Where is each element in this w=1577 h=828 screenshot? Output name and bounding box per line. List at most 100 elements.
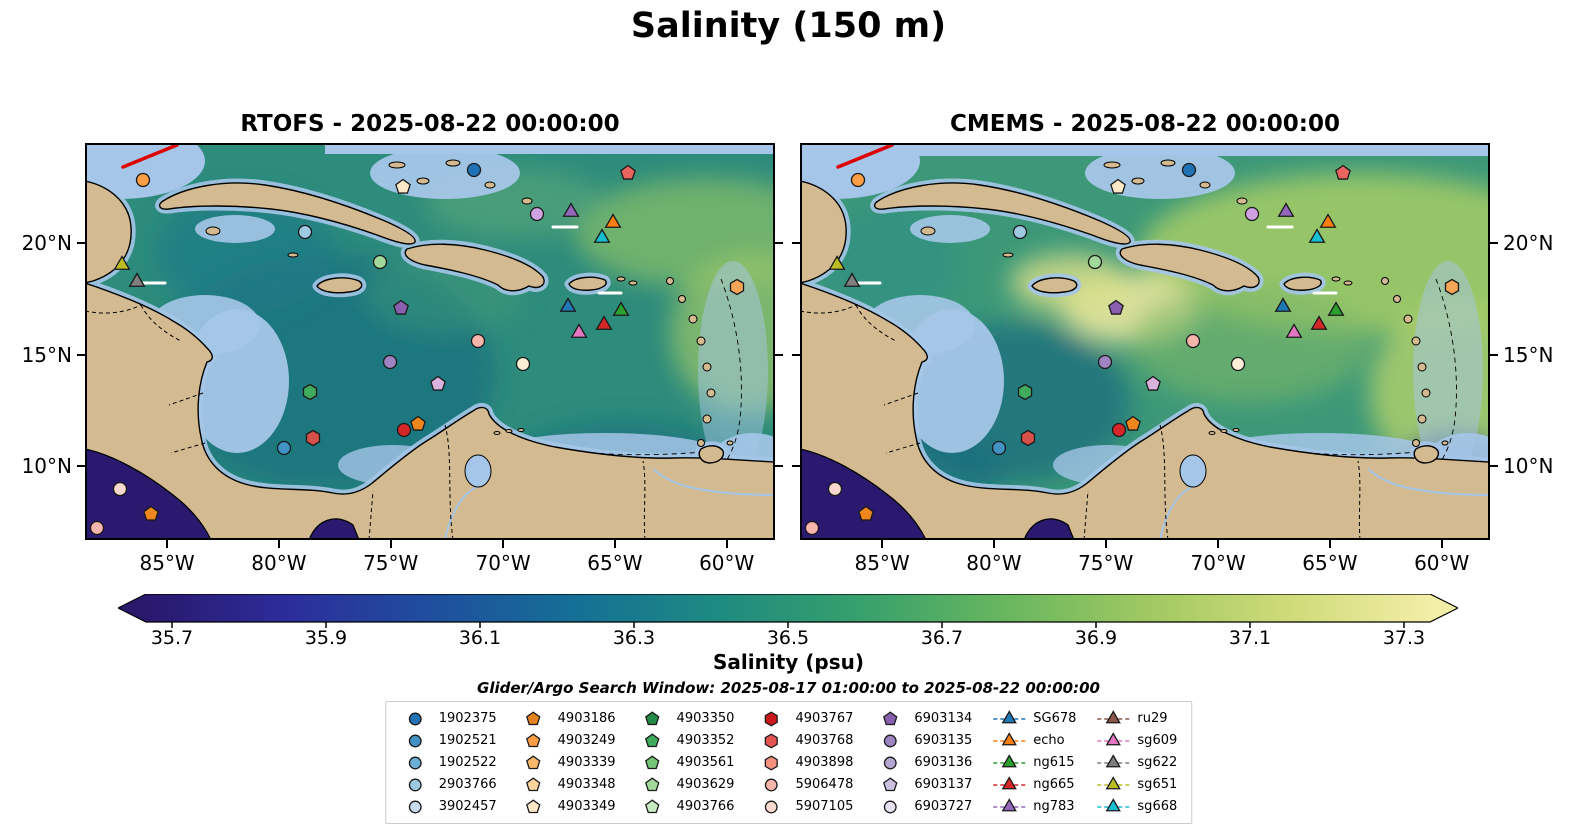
- x-tick: [613, 540, 616, 548]
- y-tick: [77, 465, 85, 468]
- legend-marker-triangle: [1001, 797, 1017, 811]
- map-layers: [85, 143, 775, 540]
- legend-marker-pentagon: [526, 710, 541, 725]
- colorbar-tick-label: 37.1: [1229, 627, 1271, 649]
- map-marker-triangle: [843, 272, 861, 287]
- map-marker-circle: [827, 481, 843, 497]
- legend-label: 4903766: [676, 799, 735, 814]
- map-marker-circle: [804, 520, 820, 536]
- legend-marker-pentagon: [883, 710, 898, 725]
- legend-marker-hexagon: [764, 754, 779, 771]
- map-marker-triangle: [595, 315, 613, 330]
- legend-item-4903186: 4903186: [517, 708, 616, 729]
- legend-label: sg668: [1137, 799, 1178, 814]
- colorbar-tick-label: 37.3: [1383, 627, 1425, 649]
- legend-item-6903136: 6903136: [873, 752, 972, 773]
- legend-item-SG678: SG678: [992, 708, 1076, 729]
- map-marker-circle: [89, 520, 105, 536]
- map-marker-pentagon: [143, 505, 159, 521]
- map-marker-circle: [991, 440, 1007, 456]
- glider-marker-icon: [1097, 775, 1130, 789]
- glider-marker-icon: [1097, 753, 1130, 767]
- legend-label: 4903249: [557, 733, 616, 748]
- legend-item-4903629: 4903629: [636, 774, 734, 795]
- map-marker-circle: [529, 206, 545, 222]
- float-marker-icon: [883, 776, 898, 791]
- y-tick: [1490, 354, 1498, 356]
- legend-label: 4903767: [795, 711, 854, 726]
- y-tick: [77, 242, 85, 244]
- legend-marker-circle: [408, 756, 422, 769]
- legend-label: 4903561: [676, 755, 735, 770]
- map-marker-triangle: [828, 255, 846, 270]
- glider-marker-icon: [993, 753, 1026, 767]
- float-marker-icon: [645, 798, 660, 813]
- legend-label: ng665: [1033, 777, 1075, 792]
- map-rtofs-canvas: [85, 143, 775, 540]
- map-marker-triangle: [113, 255, 131, 270]
- x-tick-label: 85°W: [139, 551, 195, 575]
- legend-item-ng615: ng615: [992, 752, 1076, 773]
- map-marker-triangle: [570, 323, 588, 338]
- glider-marker-icon: [993, 797, 1026, 811]
- legend-marker-circle: [883, 734, 897, 747]
- legend-label: ng615: [1033, 755, 1075, 770]
- legend-label: sg651: [1137, 777, 1178, 792]
- legend-label: ng783: [1033, 799, 1075, 814]
- y-tick: [792, 465, 800, 468]
- map-marker-circle: [1244, 206, 1260, 222]
- map-layers: [800, 143, 1490, 540]
- legend-label: ru29: [1137, 711, 1168, 726]
- y-tick: [792, 242, 800, 244]
- map-marker-triangle: [604, 213, 622, 228]
- map-marker-hexagon: [1017, 383, 1033, 401]
- lake-maracaibo: [464, 454, 492, 488]
- legend-marker-circle: [408, 712, 422, 725]
- x-tick: [1104, 540, 1107, 548]
- legend-column: 4903767 4903768 4903898 5906478 5907105: [754, 708, 853, 817]
- map-marker-circle: [382, 354, 398, 370]
- map-marker-triangle: [559, 297, 577, 312]
- legend-marker-circle: [408, 778, 422, 791]
- x-tick-label: 80°W: [251, 551, 307, 575]
- x-tick: [992, 540, 995, 548]
- legend-marker-pentagon: [645, 732, 660, 747]
- y-tick-label: 20°N: [1503, 231, 1554, 255]
- legend-marker-circle: [883, 800, 897, 813]
- float-marker-icon: [408, 756, 422, 769]
- legend-item-3902457: 3902457: [398, 796, 497, 817]
- float-marker-icon: [883, 800, 897, 813]
- glider-marker-icon: [1097, 709, 1130, 723]
- legend-label: 6903136: [914, 755, 973, 770]
- legend-marker-circle: [408, 800, 422, 813]
- map-marker-circle: [135, 172, 151, 188]
- map-marker-pentagon: [410, 415, 426, 431]
- float-marker-icon: [764, 732, 779, 749]
- map-marker-hexagon: [729, 278, 745, 296]
- map-marker-circle: [850, 172, 866, 188]
- legend-item-4903339: 4903339: [517, 752, 616, 773]
- legend-marker-pentagon: [526, 754, 541, 769]
- legend-label: 4903898: [795, 755, 854, 770]
- map-marker-circle: [276, 440, 292, 456]
- legend-marker-triangle: [1001, 753, 1017, 767]
- x-tick: [166, 540, 169, 548]
- rivers: [1159, 468, 1490, 540]
- map-border: [85, 143, 775, 540]
- x-tick-label: 60°W: [1414, 551, 1470, 575]
- x-tick-label: 85°W: [854, 551, 910, 575]
- float-marker-icon: [526, 776, 541, 791]
- legend-label: 4903768: [795, 733, 854, 748]
- colorbar-bar: [116, 593, 1460, 623]
- map-marker-circle: [112, 481, 128, 497]
- legend-marker-circle: [765, 800, 778, 813]
- float-marker-icon: [526, 710, 541, 725]
- legend-marker-pentagon: [645, 754, 660, 769]
- map-marker-pentagon: [395, 178, 411, 194]
- glider-marker-icon: [993, 709, 1026, 723]
- legend-label: 4903352: [676, 733, 735, 748]
- legend-label: sg609: [1137, 733, 1178, 748]
- legend-item-1902521: 1902521: [398, 730, 497, 751]
- legend-marker-triangle: [1001, 731, 1017, 745]
- legend-item-5907105: 5907105: [754, 796, 853, 817]
